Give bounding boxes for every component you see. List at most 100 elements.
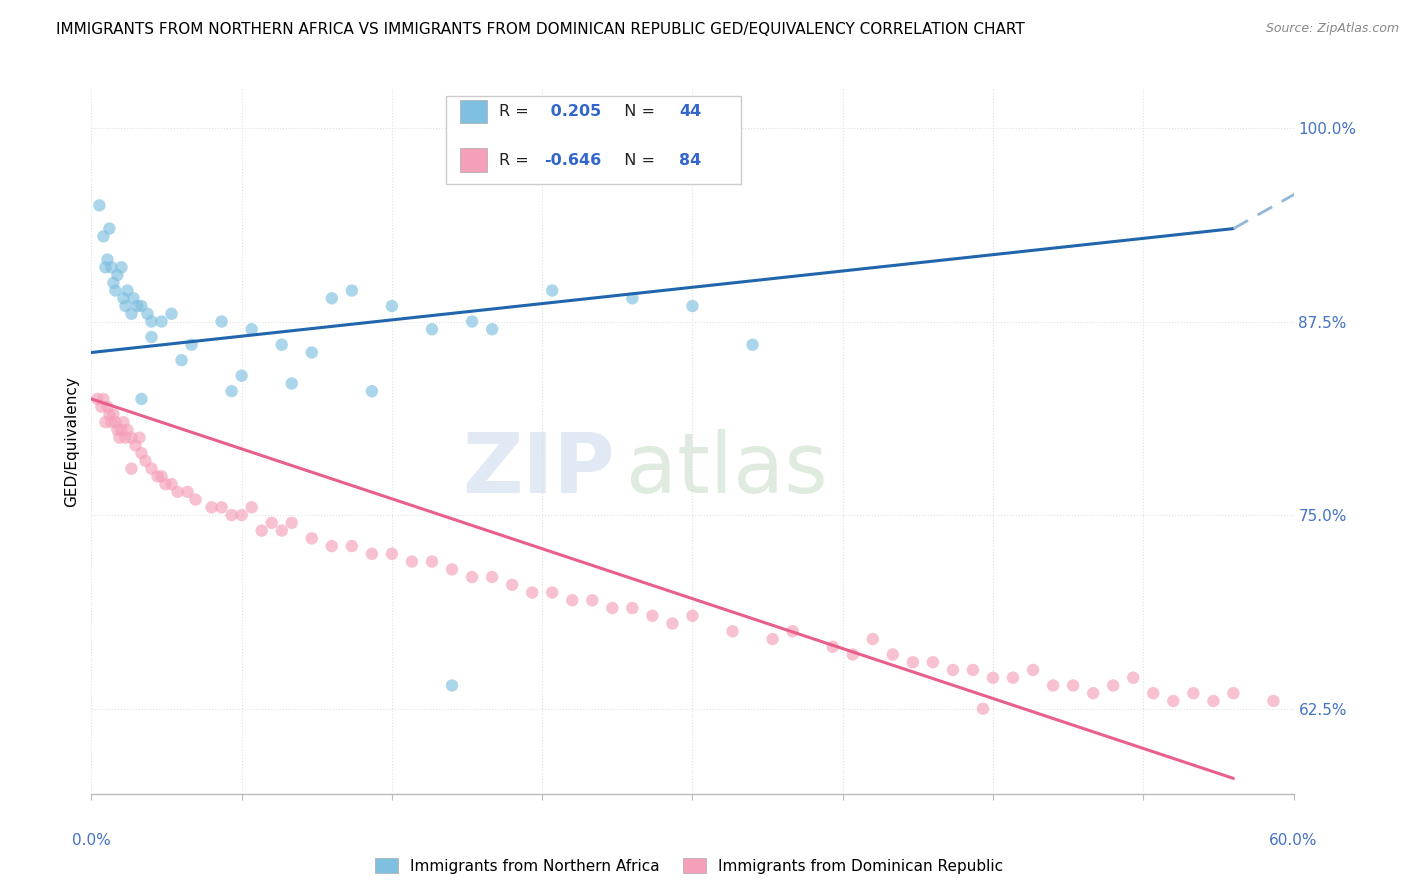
Point — [922, 655, 945, 669]
Point — [121, 461, 143, 475]
Text: 0.0%: 0.0% — [72, 832, 111, 847]
Point — [1001, 671, 1024, 685]
Point — [882, 648, 904, 662]
Text: atlas: atlas — [626, 429, 828, 510]
Point — [240, 322, 263, 336]
Point — [170, 353, 193, 368]
Point — [221, 508, 243, 522]
Point — [501, 578, 523, 592]
Point — [661, 616, 683, 631]
Point — [108, 431, 131, 445]
Point — [160, 307, 183, 321]
Point — [1182, 686, 1205, 700]
Point — [821, 640, 844, 654]
Point — [1062, 678, 1084, 692]
Point — [110, 260, 132, 275]
Point — [420, 322, 443, 336]
Point — [211, 500, 233, 515]
Point — [1161, 694, 1184, 708]
Point — [141, 314, 163, 328]
Point — [681, 608, 703, 623]
Point — [962, 663, 984, 677]
Point — [420, 555, 443, 569]
Text: 84: 84 — [679, 153, 702, 168]
Point — [321, 291, 343, 305]
Point — [461, 314, 484, 328]
Point — [461, 570, 484, 584]
Point — [862, 632, 884, 646]
Point — [121, 431, 143, 445]
Point — [117, 423, 139, 437]
Point — [621, 291, 644, 305]
Point — [131, 392, 153, 406]
Point — [1083, 686, 1105, 700]
Text: R =: R = — [499, 153, 534, 168]
Point — [150, 469, 173, 483]
Legend: Immigrants from Northern Africa, Immigrants from Dominican Republic: Immigrants from Northern Africa, Immigra… — [368, 852, 1010, 880]
Point — [762, 632, 785, 646]
Point — [641, 608, 664, 623]
Point — [1202, 694, 1225, 708]
Text: Source: ZipAtlas.com: Source: ZipAtlas.com — [1265, 22, 1399, 36]
Point — [401, 555, 423, 569]
Point — [1263, 694, 1285, 708]
Point — [166, 484, 188, 499]
Point — [112, 415, 135, 429]
Point — [520, 585, 543, 599]
Point — [250, 524, 273, 538]
Point — [981, 671, 1004, 685]
Point — [621, 601, 644, 615]
Point — [240, 500, 263, 515]
Point — [89, 198, 111, 212]
Point — [104, 284, 127, 298]
Point — [901, 655, 924, 669]
Point — [481, 322, 503, 336]
Point — [94, 260, 117, 275]
Point — [114, 299, 136, 313]
Point — [942, 663, 965, 677]
Point — [96, 252, 118, 267]
Bar — [460, 100, 486, 123]
Point — [841, 648, 863, 662]
Point — [561, 593, 583, 607]
Point — [1022, 663, 1045, 677]
Point — [141, 330, 163, 344]
Point — [721, 624, 744, 639]
Point — [86, 392, 108, 406]
Point — [131, 446, 153, 460]
Point — [301, 345, 323, 359]
Point — [93, 229, 115, 244]
Point — [681, 299, 703, 313]
Point — [602, 601, 624, 615]
Text: 60.0%: 60.0% — [1270, 832, 1317, 847]
Point — [231, 368, 253, 383]
Point — [201, 500, 224, 515]
Point — [541, 585, 564, 599]
Point — [211, 314, 233, 328]
Point — [541, 284, 564, 298]
Point — [124, 438, 146, 452]
Point — [581, 593, 603, 607]
Point — [110, 423, 132, 437]
Point — [221, 384, 243, 399]
Point — [481, 570, 503, 584]
Point — [441, 678, 464, 692]
Point — [103, 276, 125, 290]
Point — [281, 516, 304, 530]
Point — [104, 415, 127, 429]
Point — [381, 547, 404, 561]
Point — [381, 299, 404, 313]
Point — [146, 469, 169, 483]
Point — [340, 284, 363, 298]
Text: 0.205: 0.205 — [544, 103, 600, 119]
Point — [121, 307, 143, 321]
Text: R =: R = — [499, 103, 534, 119]
Point — [270, 337, 292, 351]
Point — [100, 415, 122, 429]
Point — [94, 415, 117, 429]
Point — [93, 392, 115, 406]
Point — [127, 299, 149, 313]
Point — [1122, 671, 1144, 685]
Point — [98, 221, 121, 235]
Point — [176, 484, 198, 499]
